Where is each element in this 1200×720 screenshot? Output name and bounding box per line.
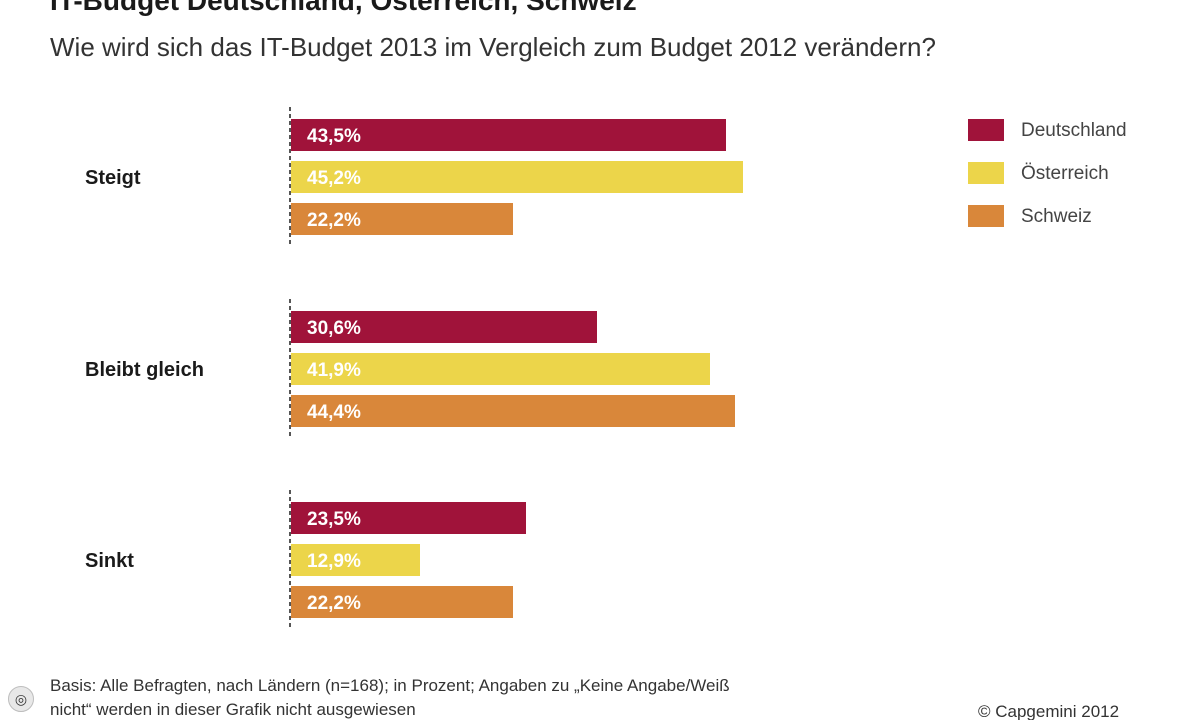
bar-bleibt-gleich-deutschland — [291, 311, 597, 343]
legend-label-deutschland: Deutschland — [1021, 120, 1127, 141]
category-label-sinkt: Sinkt — [85, 550, 134, 572]
footnote-line-2: nicht“ werden in dieser Grafik nicht aus… — [50, 700, 416, 719]
legend-label-oesterreich: Österreich — [1021, 163, 1109, 184]
legend-swatch-oesterreich — [968, 162, 1004, 184]
info-badge-icon[interactable]: ◎ — [8, 686, 34, 712]
bar-sinkt-oesterreich — [291, 544, 420, 576]
footnote-line-1: Basis: Alle Befragten, nach Ländern (n=1… — [50, 676, 730, 695]
bar-bleibt-gleich-oesterreich — [291, 353, 710, 385]
category-label-steigt: Steigt — [85, 167, 141, 189]
bar-steigt-oesterreich — [291, 161, 743, 193]
bar-value-label-steigt-schweiz: 22,2% — [307, 210, 361, 231]
bar-steigt-schweiz — [291, 203, 513, 235]
bar-value-label-steigt-deutschland: 43,5% — [307, 126, 361, 147]
copyright-text: © Capgemini 2012 — [978, 702, 1120, 720]
bar-sinkt-schweiz — [291, 586, 513, 618]
chart-subtitle: Wie wird sich das IT-Budget 2013 im Verg… — [50, 32, 936, 62]
legend-swatch-schweiz — [968, 205, 1004, 227]
chart-footnote: Basis: Alle Befragten, nach Ländern (n=1… — [50, 674, 930, 720]
category-label-bleibt-gleich: Bleibt gleich — [85, 359, 204, 381]
bar-value-label-sinkt-schweiz: 22,2% — [307, 593, 361, 614]
chart-title: IT-Budget Deutschland, Österreich, Schwe… — [50, 0, 637, 16]
bar-value-label-sinkt-deutschland: 23,5% — [307, 509, 361, 530]
bar-bleibt-gleich-schweiz — [291, 395, 735, 427]
bar-value-label-bleibt-gleich-schweiz: 44,4% — [307, 402, 361, 423]
bar-steigt-deutschland — [291, 119, 726, 151]
bar-sinkt-deutschland — [291, 502, 526, 534]
legend-label-schweiz: Schweiz — [1021, 206, 1092, 227]
bar-value-label-bleibt-gleich-oesterreich: 41,9% — [307, 360, 361, 381]
legend-swatch-deutschland — [968, 119, 1004, 141]
bar-value-label-sinkt-oesterreich: 12,9% — [307, 551, 361, 572]
bar-value-label-bleibt-gleich-deutschland: 30,6% — [307, 318, 361, 339]
bar-value-label-steigt-oesterreich: 45,2% — [307, 168, 361, 189]
